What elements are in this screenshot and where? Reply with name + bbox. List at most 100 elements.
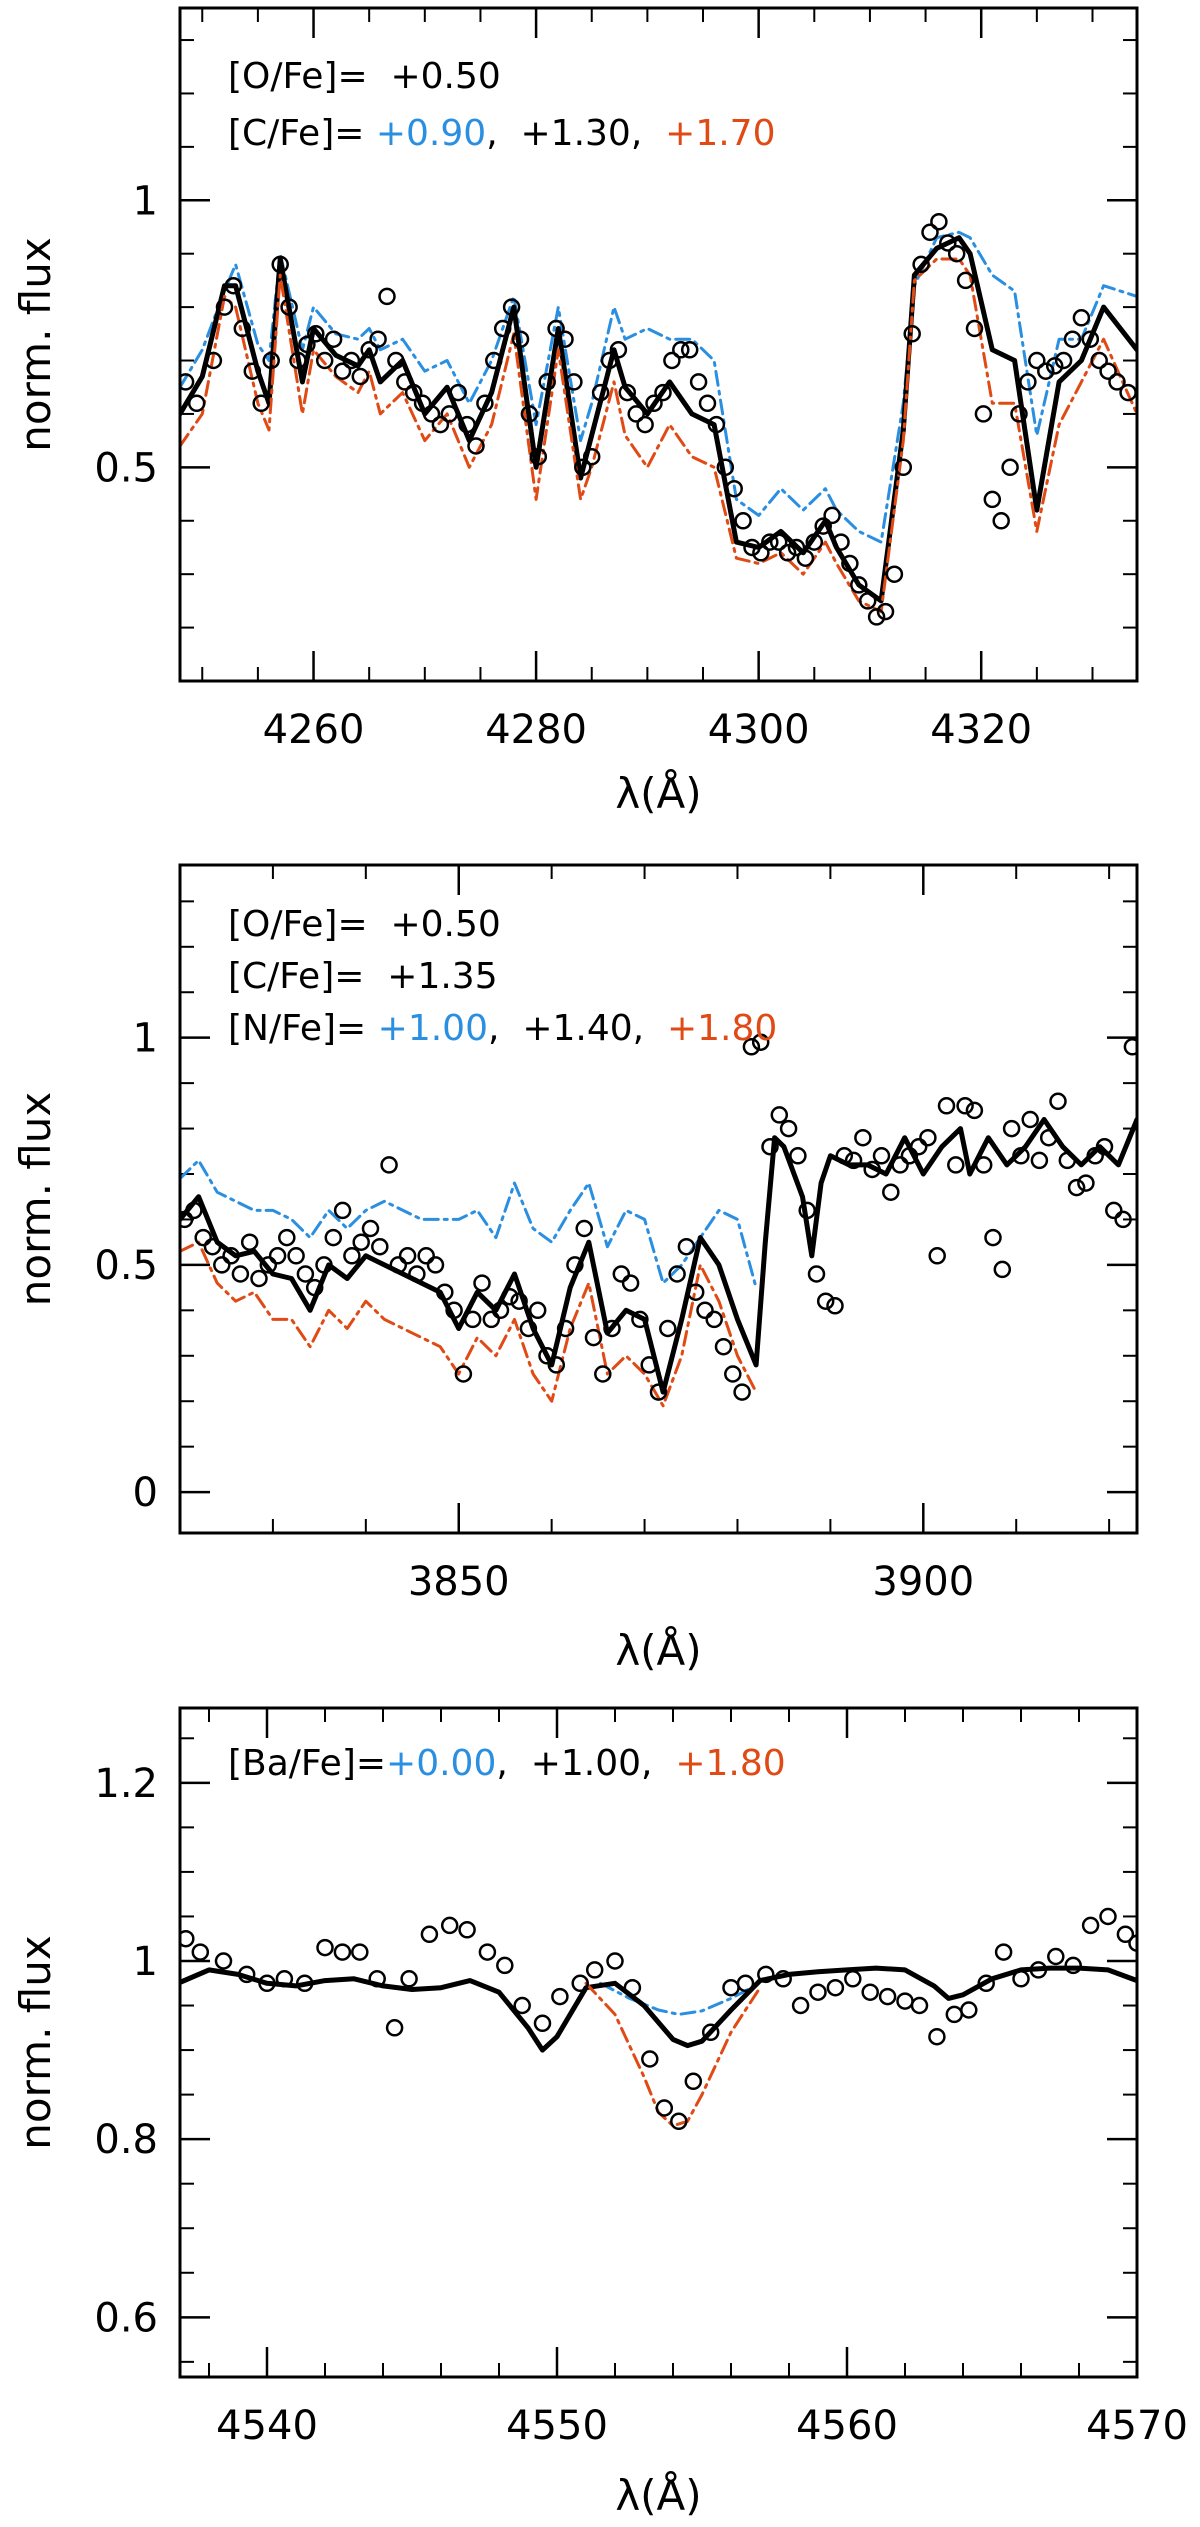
observed-point — [680, 341, 699, 359]
observed-point — [547, 1356, 566, 1374]
observed-point — [872, 1147, 891, 1165]
observed-point — [278, 1228, 296, 1247]
annotation-segment: +1.70 — [665, 113, 775, 154]
observed-point — [612, 1265, 631, 1283]
observed-point — [436, 1283, 454, 1301]
y-tick-label: 0.6 — [94, 2295, 158, 2341]
plot-frame — [178, 1706, 1139, 2379]
y-tick-label: 0.8 — [94, 2117, 158, 2163]
observed-point — [287, 1247, 305, 1265]
observed-point — [400, 1970, 418, 1988]
observed-point — [316, 1938, 334, 1957]
observed-point — [796, 549, 815, 567]
observed-point — [571, 1974, 589, 1993]
observed-point — [333, 1943, 352, 1961]
observed-point — [324, 1228, 343, 1247]
observed-point — [631, 1310, 649, 1329]
observed-point — [360, 341, 378, 359]
observed-point — [333, 362, 352, 380]
observed-point — [742, 1038, 761, 1056]
observed-point — [641, 2050, 659, 2068]
observed-point — [1063, 330, 1082, 348]
observed-point — [769, 533, 788, 551]
observed-point — [814, 517, 832, 535]
observed-point — [296, 1265, 315, 1283]
observed-point — [566, 1256, 584, 1274]
observed-point — [770, 1106, 789, 1124]
observed-point — [928, 1247, 946, 1265]
observed-point — [454, 1365, 473, 1383]
observed-point — [956, 1097, 974, 1115]
observed-point — [482, 1310, 501, 1329]
plot-area — [180, 1033, 1137, 1408]
observed-point — [574, 458, 592, 477]
observed-point — [787, 538, 806, 557]
observed-point — [984, 1228, 1002, 1247]
observed-point — [1021, 1110, 1039, 1129]
observed-point — [722, 1978, 740, 1997]
observed-point — [841, 554, 859, 573]
observed-point — [779, 1119, 798, 1138]
observed-point — [215, 298, 234, 316]
observed-point — [677, 1237, 696, 1256]
annotation-segment: +1.00 — [378, 1008, 488, 1049]
observed-point — [894, 458, 913, 477]
annotation-line: [N/Fe]= +1.00, +1.40, +1.80 — [228, 1008, 777, 1049]
annotation-segment: [N/Fe]= — [228, 1008, 378, 1049]
observed-point — [994, 1943, 1013, 1961]
observed-point — [1099, 362, 1117, 380]
x-tick-label: 4300 — [708, 707, 810, 753]
observed-point — [621, 1274, 640, 1292]
observed-point — [413, 394, 432, 413]
observed-point — [305, 1278, 324, 1297]
observed-point — [965, 1101, 984, 1120]
observed-point — [575, 1219, 593, 1238]
observed-point — [882, 1183, 900, 1201]
observed-point — [1081, 1916, 1100, 1935]
observed-point — [805, 533, 824, 551]
observed-point — [1019, 373, 1037, 391]
series-line — [180, 1117, 1137, 1395]
observed-point — [1039, 1128, 1058, 1147]
middle-panel: 3850 3900 0 0.5 1 [O/Fe]= +0.50 [C/Fe]= +1.35 [… — [11, 863, 1139, 1675]
observed-point — [823, 506, 841, 525]
observed-point — [1047, 1947, 1065, 1966]
observed-point — [594, 1365, 612, 1383]
observed-point — [876, 602, 895, 621]
observed-point — [844, 1151, 863, 1170]
observed-point — [858, 592, 877, 610]
observed-point — [271, 255, 289, 274]
annotation-segment: [O/Fe]= +0.50 — [228, 904, 501, 945]
observed-point — [623, 1978, 642, 1997]
observed-point — [816, 1292, 835, 1310]
observed-point — [724, 1365, 742, 1383]
observed-point — [1086, 1147, 1104, 1165]
observed-point — [977, 1974, 995, 1993]
observed-point — [900, 1147, 919, 1165]
x-tick-label: 4570 — [1086, 2403, 1188, 2449]
observed-point — [1064, 1956, 1082, 1975]
observed-point — [547, 319, 565, 338]
observed-point — [885, 565, 904, 583]
observed-point — [259, 1256, 278, 1274]
x-tick-label: 4540 — [216, 2403, 318, 2449]
observed-point — [891, 1156, 909, 1174]
observed-point — [191, 1943, 210, 1961]
y-tick-label: 1 — [133, 1016, 158, 1062]
y-axis-label: norm. flux — [11, 1092, 60, 1306]
observed-point — [180, 1210, 194, 1229]
observed-point — [736, 1974, 755, 1993]
observed-point — [298, 335, 316, 354]
observed-point — [1030, 1151, 1049, 1170]
observed-point — [295, 1974, 314, 1993]
observed-point — [1072, 309, 1091, 327]
observed-point — [705, 1310, 723, 1329]
observed-point — [627, 405, 645, 423]
observed-point — [663, 351, 681, 370]
observed-point — [791, 1996, 810, 2015]
observed-point — [1123, 1038, 1137, 1056]
observed-point — [930, 212, 948, 231]
observed-point — [591, 383, 610, 402]
annotation-segment: [C/Fe]= — [228, 113, 376, 154]
